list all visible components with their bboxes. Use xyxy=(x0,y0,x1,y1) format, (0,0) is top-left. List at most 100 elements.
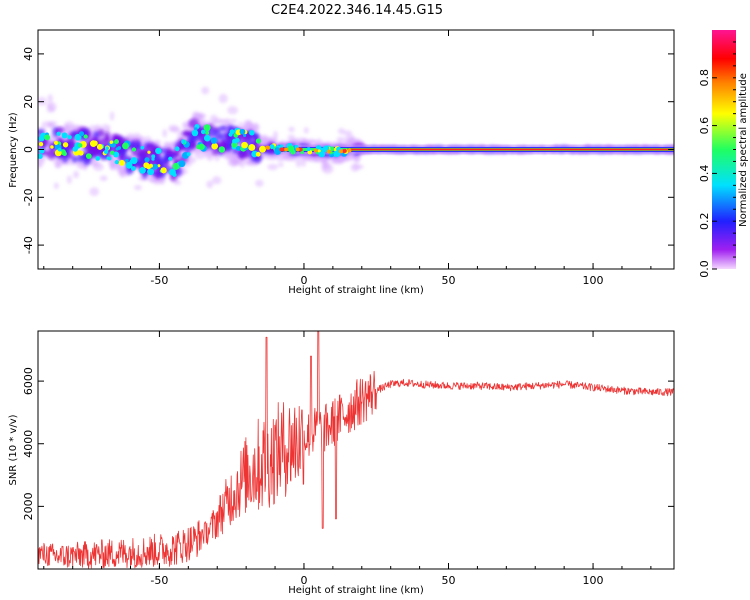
spectrogram-hotspot xyxy=(111,143,116,148)
spectrogram-scatter-blob xyxy=(89,187,100,197)
spectrogram-hotspot xyxy=(330,146,335,151)
figure-title: C2E4.2022.346.14.45.G15 xyxy=(271,3,443,18)
spectrogram-band-blob xyxy=(103,135,111,145)
spectrogram-hotspot xyxy=(85,153,92,160)
spectrogram-scatter-blob xyxy=(307,139,318,146)
spectrogram-hotspot xyxy=(255,151,261,157)
snr-x-tick-label: 50 xyxy=(442,574,456,587)
snr-x-tick-label: 0 xyxy=(300,574,307,587)
spectrogram-scatter-blob xyxy=(277,162,284,168)
snr-y-tick-label: 6000 xyxy=(22,367,35,395)
spectrogram-hotspot xyxy=(56,131,61,136)
spectrogram-scatter-blob xyxy=(182,123,189,130)
spectrogram-scatter-blob xyxy=(218,93,228,104)
spectrogram-scatter-blob xyxy=(238,121,243,128)
spectrogram-band-blob xyxy=(91,146,100,156)
spectrogram-scatter-blob xyxy=(321,163,334,174)
spectrogram-hotspot xyxy=(306,147,311,152)
spectrogram-hotspot xyxy=(103,149,109,154)
spectrogram-x-axis-label: Height of straight line (km) xyxy=(288,285,424,296)
spectrogram-hotspot xyxy=(125,161,133,169)
spectrogram-y-tick-label: 40 xyxy=(22,47,35,61)
spectrogram-hotspot xyxy=(269,144,275,150)
spectrogram-y-tick-label: -40 xyxy=(22,236,35,254)
spectrogram-peak xyxy=(338,149,343,154)
spectrogram-scatter-blob xyxy=(73,170,80,179)
spectrogram-hotspot xyxy=(160,167,167,174)
spectrogram-hotspot xyxy=(186,152,191,157)
spectrogram-hotspot xyxy=(105,146,109,151)
spectrogram-hotspot xyxy=(147,168,155,176)
spectrogram-hotspot xyxy=(234,137,240,143)
spectrogram-scatter-blob xyxy=(99,175,108,182)
spectrogram-scatter-blob xyxy=(38,162,43,169)
spectrogram-hotspot xyxy=(106,156,110,160)
snr-x-axis-label: Height of straight line (km) xyxy=(288,585,424,596)
spectrogram-hotspot xyxy=(203,124,211,132)
snr-panel: -50 0 50 100 2000 4000 6000 Height of straight… xyxy=(8,330,675,596)
spectrogram-band-blob xyxy=(181,130,192,137)
spectrogram-hotspot xyxy=(114,139,119,144)
spectrogram-scatter-blob xyxy=(55,163,62,169)
spectrogram-scatter-blob xyxy=(352,155,361,161)
spectrogram-scatter-blob xyxy=(133,184,143,191)
snr-y-axis-label: SNR (10 * v/v) xyxy=(8,414,19,485)
spectrogram-hotspot xyxy=(231,141,238,148)
spectrogram-scatter-blob xyxy=(267,163,279,171)
spectrogram-hotspot xyxy=(147,150,151,154)
spectrogram-scatter-blob xyxy=(288,126,295,133)
spectrogram-hotspot xyxy=(67,135,72,140)
spectrogram-hotspot xyxy=(259,145,266,153)
spectrogram-band-blob xyxy=(208,127,217,138)
spectrogram-scatter-blob xyxy=(66,175,72,184)
spectrogram-hotspot xyxy=(61,132,68,139)
spectrogram-band-blob xyxy=(237,149,248,160)
spectrogram-peak xyxy=(313,148,318,153)
spectrogram-hotspot xyxy=(243,133,247,138)
spectrogram-hotspot xyxy=(38,153,43,159)
spectrogram-scatter-blob xyxy=(334,156,345,165)
spectrogram-band-blob xyxy=(148,149,157,156)
spectrogram-hotspot xyxy=(174,146,180,152)
spectrogram-scatter-blob xyxy=(90,162,101,167)
spectrogram-scatter-blob xyxy=(53,182,59,190)
spectrogram-hotspot xyxy=(317,149,321,153)
spectrogram-heatmap xyxy=(38,86,674,197)
spectrogram-hotspot xyxy=(151,154,156,159)
spectrogram-scatter-blob xyxy=(206,180,214,189)
spectrogram-hotspot xyxy=(62,142,69,148)
spectrogram-hotspot xyxy=(178,160,186,168)
snr-x-tick-label: 100 xyxy=(583,574,604,587)
spectrogram-scatter-blob xyxy=(109,111,115,121)
spectrogram-hotspot xyxy=(79,131,85,137)
spectrogram-hotspot xyxy=(130,166,136,171)
colorbar-label: Normalized spectral amplitude xyxy=(738,73,749,227)
spectrogram-hotspot xyxy=(109,140,114,145)
spectrogram-peak xyxy=(347,148,352,153)
spectrogram-hotspot xyxy=(117,146,122,150)
spectrogram-axis-ticks: -50 0 50 100 -40 -20 0 20 40 xyxy=(22,30,674,287)
spectrogram-hotspot xyxy=(228,132,233,137)
spectrogram-hotspot xyxy=(181,139,186,144)
spectrogram-band-blob xyxy=(187,141,198,149)
spectrogram-scatter-blob xyxy=(169,127,181,133)
spectrogram-hotspot xyxy=(131,147,137,152)
spectrogram-hotspot xyxy=(78,150,84,156)
spectrogram-hotspot xyxy=(140,145,145,150)
spectrogram-scatter-blob xyxy=(258,134,269,141)
spectrogram-x-tick-label: 0 xyxy=(300,274,307,287)
spectrogram-hotspot xyxy=(148,163,153,168)
spectrogram-hotspot xyxy=(274,147,281,154)
spectrogram-hotspot xyxy=(239,128,246,135)
spectrogram-hotspot xyxy=(249,130,255,136)
spectrogram-band-blob xyxy=(165,153,176,160)
spectrogram-hotspot xyxy=(218,146,226,153)
spectrogram-hotspot xyxy=(50,145,54,149)
spectrogram-hotspot xyxy=(130,157,138,165)
spectrogram-band-blob xyxy=(212,148,220,156)
snr-axis-ticks: -50 0 50 100 2000 4000 6000 xyxy=(22,331,674,587)
spectrogram-x-tick-label: -50 xyxy=(150,274,168,287)
spectrogram-band-blob xyxy=(71,155,79,163)
spectrogram-peak xyxy=(266,145,271,150)
spectrogram-scatter-blob xyxy=(345,134,356,142)
